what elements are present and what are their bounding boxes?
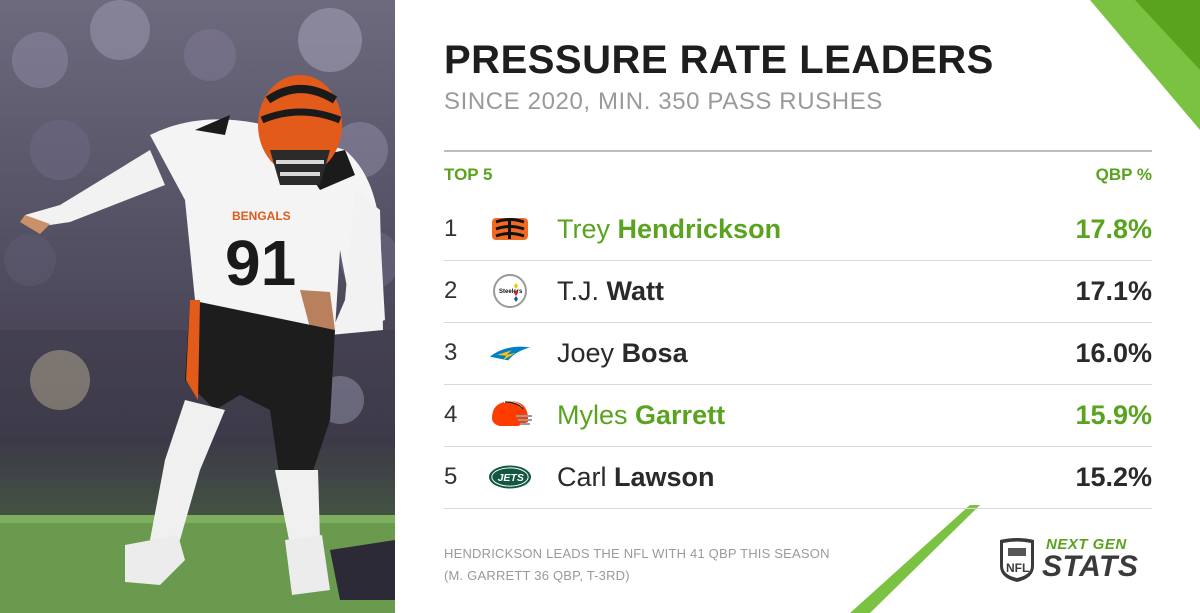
player-last-name: Bosa: [621, 338, 688, 368]
jets-logo-icon: JETS: [488, 459, 532, 495]
accent-stripe-top: [1090, 0, 1200, 130]
nfl-shield-icon: NFL: [1000, 538, 1034, 582]
qbp-value: 17.1%: [1075, 276, 1152, 306]
column-header-rank: TOP 5: [444, 165, 493, 184]
nfl-mark: NFL: [1006, 561, 1029, 575]
player-name: Carl Lawson: [557, 462, 715, 493]
row-rank: 1: [444, 215, 458, 242]
player-first-name: Joey: [557, 338, 615, 368]
brand-line-top: NEXT GEN: [1046, 536, 1127, 553]
table-row: 1 Trey Hendrickson 17.8%: [444, 199, 1152, 261]
qbp-value: 16.0%: [1075, 338, 1152, 368]
player-first-name: Myles: [557, 400, 628, 430]
accent-stripe-bottom: [850, 505, 980, 613]
row-rank: 5: [444, 463, 458, 490]
qbp-value: 15.9%: [1075, 400, 1152, 430]
qbp-value: 17.8%: [1075, 214, 1152, 244]
steelers-logo-icon: Steelers: [488, 273, 532, 309]
player-first-name: Trey: [557, 214, 610, 244]
qbp-value: 15.2%: [1075, 462, 1152, 492]
brand-line-bottom: STATS: [1042, 550, 1139, 583]
row-rank: 3: [444, 339, 458, 366]
footnote: HENDRICKSON LEADS THE NFL WITH 41 QBP TH…: [444, 543, 830, 587]
page-subtitle: SINCE 2020, MIN. 350 PASS RUSHES: [444, 88, 883, 115]
page-title: PRESSURE RATE LEADERS: [444, 38, 994, 82]
browns-helmet-icon: [488, 397, 532, 433]
player-name: Joey Bosa: [557, 338, 688, 369]
table-row: 5 JETS Carl Lawson 15.2%: [444, 447, 1152, 509]
column-header-qbp: QBP %: [1095, 165, 1152, 184]
next-gen-stats-brand: NFL NEXT GEN STATS: [998, 536, 1158, 584]
player-name: Myles Garrett: [557, 400, 725, 431]
player-name: T.J. Watt: [557, 276, 664, 307]
player-last-name: Hendrickson: [617, 214, 782, 244]
table-row: 3 Joey Bosa 16.0%: [444, 323, 1152, 385]
player-photo-illustration: 91 BENGALS: [0, 0, 395, 613]
row-rank: 2: [444, 277, 458, 304]
footnote-line-1: HENDRICKSON LEADS THE NFL WITH 41 QBP TH…: [444, 546, 830, 561]
player-last-name: Lawson: [614, 462, 715, 492]
jersey-number: 91: [225, 227, 296, 299]
svg-text:Steelers: Steelers: [499, 289, 523, 295]
player-photo: 91 BENGALS: [0, 0, 395, 613]
jersey-text: BENGALS: [232, 209, 291, 223]
header-divider: [444, 150, 1152, 152]
player-last-name: Watt: [606, 276, 665, 306]
table-row: 2 Steelers T.J. Watt 17.1%: [444, 261, 1152, 323]
player-last-name: Garrett: [635, 400, 726, 430]
bengals-logo-icon: [488, 211, 532, 247]
chargers-logo-icon: [488, 335, 532, 371]
player-first-name: T.J.: [557, 276, 600, 306]
leaderboard-table: 1 Trey Hendrickson 17.8% 2 Steelers T: [444, 199, 1152, 509]
row-rank: 4: [444, 401, 458, 428]
footnote-line-2: (M. GARRETT 36 QBP, T-3RD): [444, 568, 630, 583]
table-row: 4 Myles Garrett 15.9%: [444, 385, 1152, 447]
svg-text:JETS: JETS: [498, 472, 524, 484]
player-name: Trey Hendrickson: [557, 214, 781, 245]
player-first-name: Carl: [557, 462, 607, 492]
